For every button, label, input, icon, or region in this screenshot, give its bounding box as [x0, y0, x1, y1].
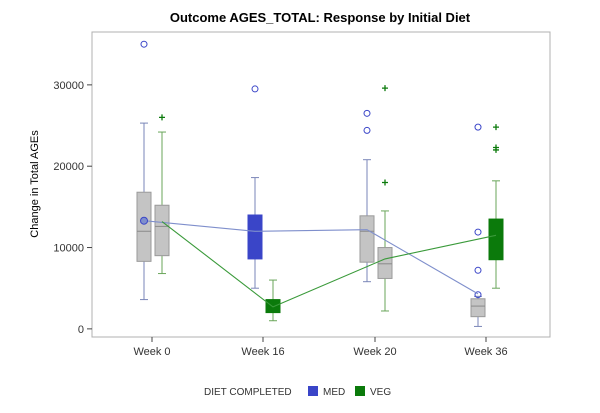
outlier-point	[382, 85, 388, 92]
mean-line-veg	[161, 221, 497, 308]
outlier-point	[251, 85, 259, 93]
box-med-week-36	[470, 123, 486, 327]
outlier-point	[363, 126, 371, 134]
legend-label-med: MED	[323, 387, 345, 398]
y-tick-label: 0	[78, 324, 84, 336]
outlier-point	[474, 123, 482, 131]
x-axis: Week 0 Week 16 Week 20 Week 36	[133, 337, 508, 358]
box-veg-week-16	[265, 279, 281, 322]
chart-title: Outcome AGES_TOTAL: Response by Initial …	[170, 10, 471, 25]
y-tick-label: 10000	[53, 243, 84, 255]
mean-marker-med-week-0	[140, 216, 148, 225]
x-tick-label: Week 36	[464, 346, 507, 358]
box-iqr	[136, 191, 152, 262]
box-med-week-0	[136, 40, 152, 301]
outlier-point	[159, 114, 165, 121]
mean-line-med	[143, 220, 479, 295]
x-tick-label: Week 20	[353, 346, 396, 358]
outlier-point	[474, 291, 482, 299]
box-veg-week-36	[488, 124, 504, 289]
y-axis: 0 10000 20000 30000	[53, 80, 92, 336]
y-tick-label: 30000	[53, 80, 84, 92]
legend-label-veg: VEG	[370, 387, 391, 398]
box-iqr	[470, 298, 486, 318]
box-iqr	[154, 204, 170, 257]
x-tick-label: Week 16	[241, 346, 284, 358]
outlier-point	[382, 179, 388, 186]
y-axis-label: Change in Total AGEs	[29, 130, 41, 238]
legend-swatch-veg	[355, 386, 365, 396]
outlier-point	[474, 228, 482, 236]
box-iqr	[247, 214, 263, 260]
outlier-point	[140, 40, 148, 48]
box-veg-week-20	[377, 85, 393, 312]
legend: DIET COMPLETED MED VEG	[204, 386, 391, 398]
plot-frame	[91, 31, 551, 338]
legend-swatch-med	[308, 386, 318, 396]
outlier-point	[363, 109, 371, 117]
box-iqr	[377, 247, 393, 279]
box-med-week-20	[359, 109, 375, 283]
outlier-point	[493, 146, 499, 153]
x-tick-label: Week 0	[133, 346, 170, 358]
plot-area	[136, 40, 504, 327]
y-tick-label: 20000	[53, 161, 84, 173]
box-med-week-16	[247, 85, 263, 289]
outlier-point	[474, 266, 482, 274]
legend-title: DIET COMPLETED	[204, 387, 292, 398]
box-iqr	[359, 215, 375, 263]
box-veg-week-0	[154, 114, 170, 275]
outlier-point	[493, 124, 499, 131]
